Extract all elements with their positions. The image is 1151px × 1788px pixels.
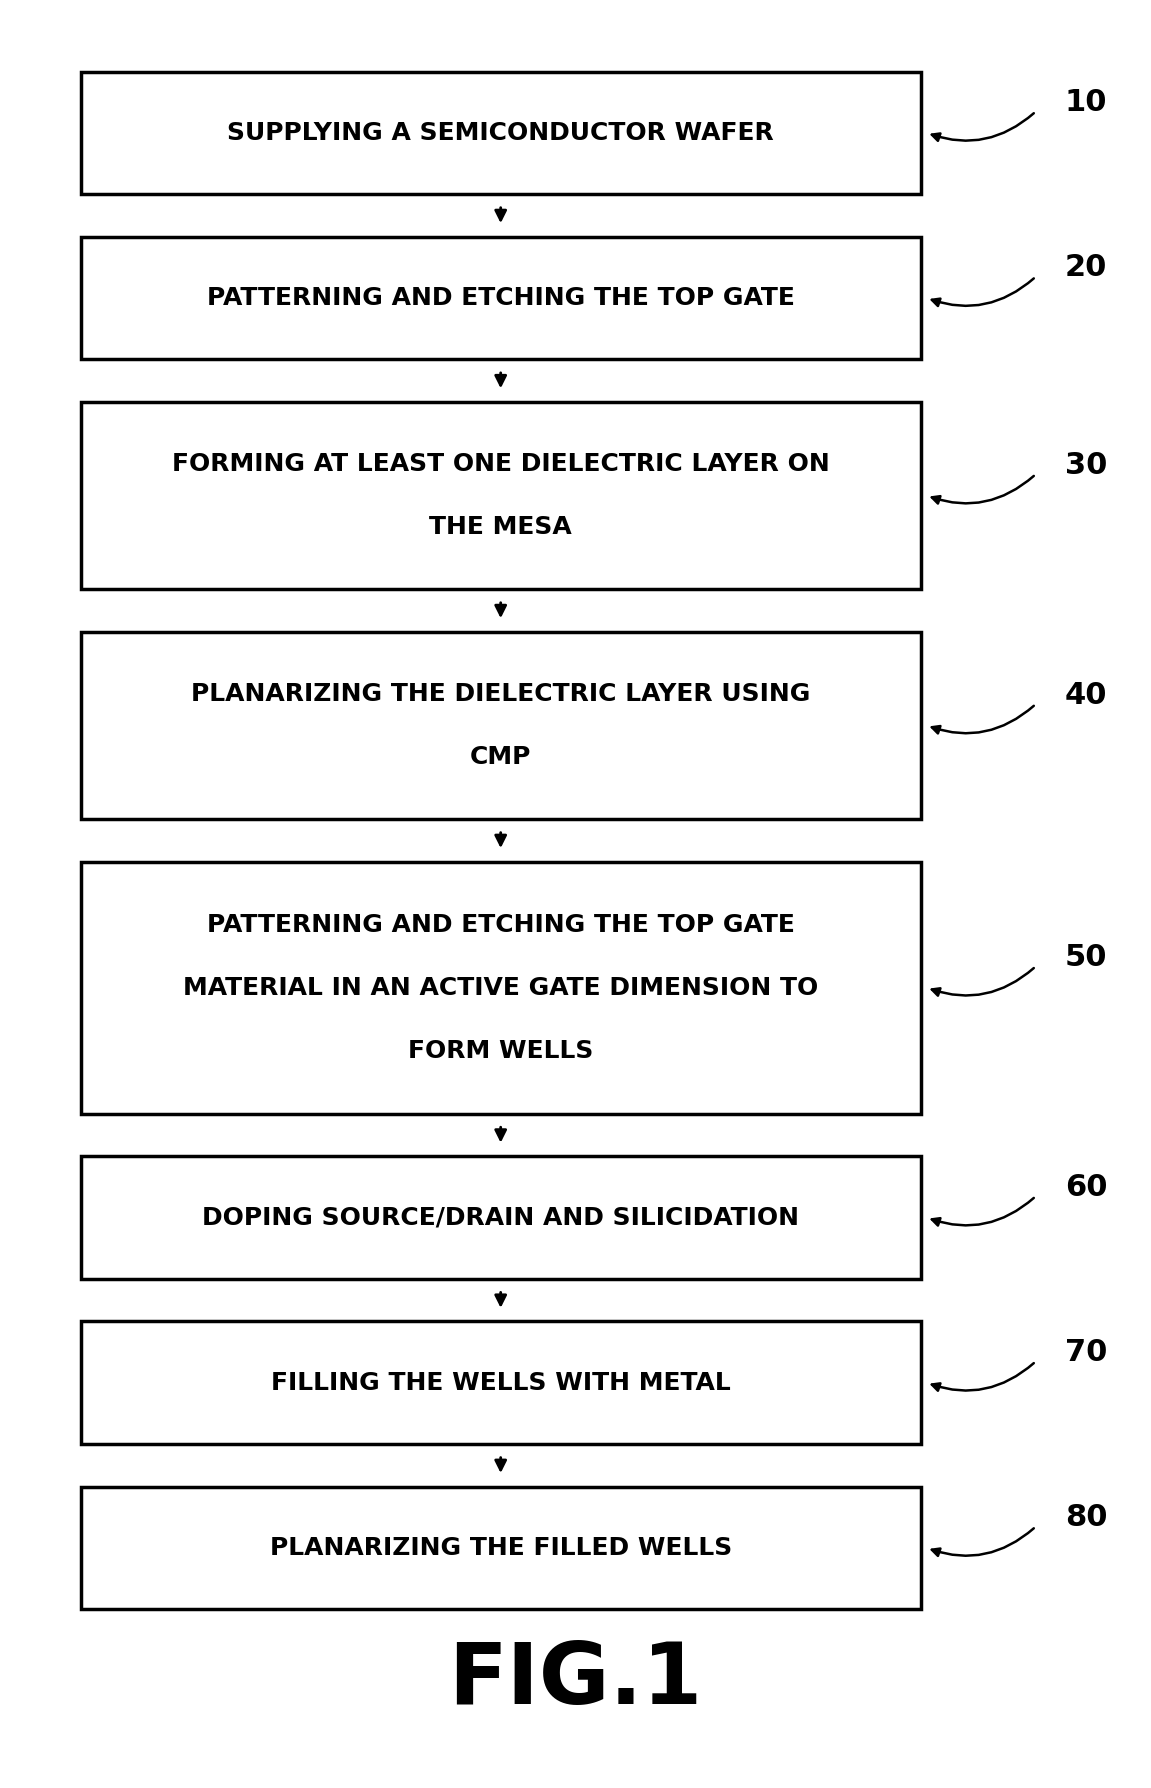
Bar <box>81 631 921 819</box>
Text: 30: 30 <box>1065 451 1107 479</box>
Text: FIG.1: FIG.1 <box>449 1640 702 1722</box>
Text: 40: 40 <box>1065 681 1107 710</box>
Bar <box>81 1486 921 1609</box>
Text: PLANARIZING THE FILLED WELLS: PLANARIZING THE FILLED WELLS <box>269 1536 732 1559</box>
Text: 70: 70 <box>1065 1337 1107 1366</box>
Text: DOPING SOURCE/DRAIN AND SILICIDATION: DOPING SOURCE/DRAIN AND SILICIDATION <box>203 1205 799 1230</box>
Text: PATTERNING AND ETCHING THE TOP GATE: PATTERNING AND ETCHING THE TOP GATE <box>207 912 794 937</box>
Bar <box>81 1321 921 1445</box>
Text: MATERIAL IN AN ACTIVE GATE DIMENSION TO: MATERIAL IN AN ACTIVE GATE DIMENSION TO <box>183 976 818 999</box>
Text: FILLING THE WELLS WITH METAL: FILLING THE WELLS WITH METAL <box>270 1371 731 1395</box>
Text: FORM WELLS: FORM WELLS <box>407 1039 594 1062</box>
Text: FORMING AT LEAST ONE DIELECTRIC LAYER ON: FORMING AT LEAST ONE DIELECTRIC LAYER ON <box>171 452 830 476</box>
Text: PLANARIZING THE DIELECTRIC LAYER USING: PLANARIZING THE DIELECTRIC LAYER USING <box>191 683 810 706</box>
Bar <box>81 72 921 195</box>
Text: 10: 10 <box>1065 88 1107 116</box>
Text: 50: 50 <box>1065 942 1107 971</box>
Bar <box>81 402 921 590</box>
Text: 80: 80 <box>1065 1504 1107 1532</box>
Text: 20: 20 <box>1065 254 1107 283</box>
Bar <box>81 236 921 359</box>
Bar <box>81 862 921 1114</box>
Text: SUPPLYING A SEMICONDUCTOR WAFER: SUPPLYING A SEMICONDUCTOR WAFER <box>227 122 775 145</box>
Text: PATTERNING AND ETCHING THE TOP GATE: PATTERNING AND ETCHING THE TOP GATE <box>207 286 794 309</box>
Text: THE MESA: THE MESA <box>429 515 572 538</box>
Text: 60: 60 <box>1065 1173 1107 1202</box>
Bar <box>81 1157 921 1278</box>
Text: CMP: CMP <box>470 744 532 769</box>
